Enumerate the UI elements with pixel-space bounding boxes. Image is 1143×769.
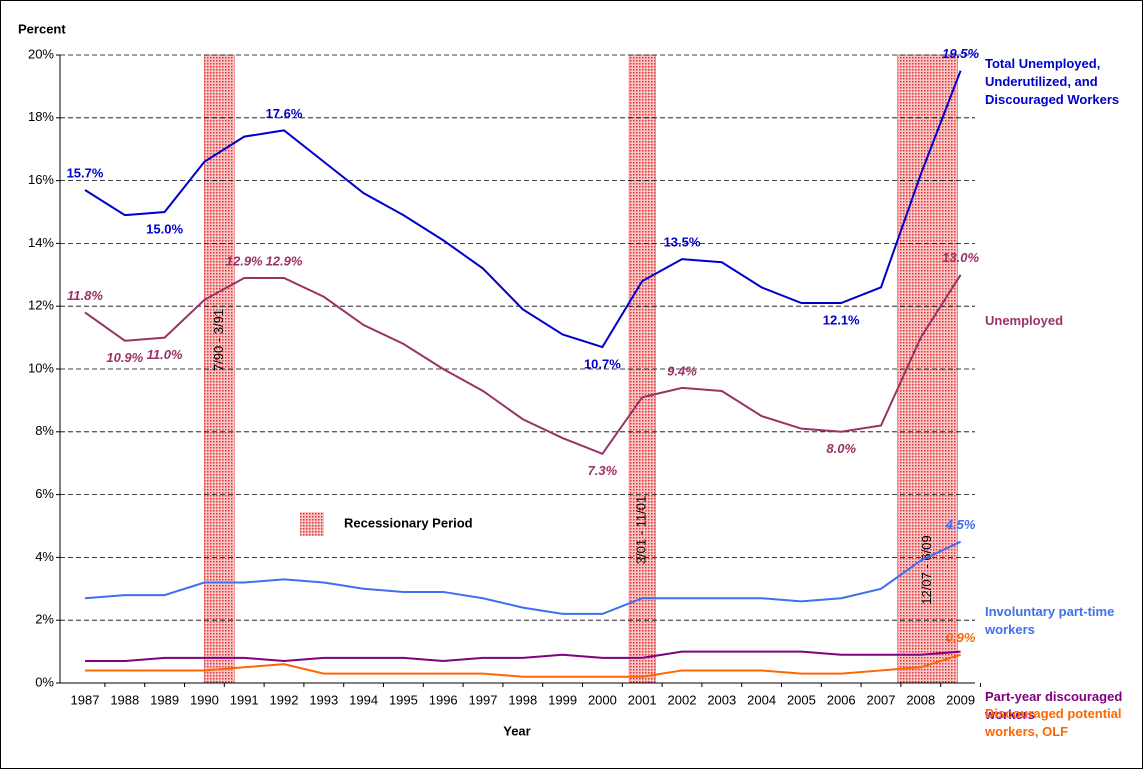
y-tick-label: 6% <box>35 486 54 501</box>
legend-swatch <box>300 512 324 536</box>
x-tick-label: 2005 <box>787 692 816 707</box>
x-tick-label: 2000 <box>588 692 617 707</box>
recession-label: 7/90 - 3/91 <box>211 309 226 371</box>
x-tick-label: 1987 <box>71 692 100 707</box>
series-name: Unemployed <box>985 313 1064 328</box>
recession-band <box>628 54 656 684</box>
data-label: 10.9% <box>106 350 143 365</box>
x-tick-label: 1995 <box>389 692 418 707</box>
series-line <box>84 540 962 615</box>
x-tick-label: 2001 <box>628 692 657 707</box>
series-name: Total Unemployed, Underutilized, and Dis… <box>985 56 1120 107</box>
data-label: 15.0% <box>146 221 183 236</box>
data-label: 11.0% <box>147 347 183 362</box>
series-line <box>85 653 961 678</box>
data-label: 12.9% <box>226 253 263 268</box>
x-tick-label: 2008 <box>906 692 935 707</box>
x-tick-label: 2007 <box>867 692 896 707</box>
x-tick-label: 2003 <box>707 692 736 707</box>
data-label: 9.4% <box>667 363 697 378</box>
data-label: 0.9% <box>946 630 976 645</box>
data-label: 19.5% <box>942 46 979 61</box>
y-tick-label: 8% <box>35 423 54 438</box>
data-label: 13.0% <box>942 250 979 265</box>
series-name: Part-year discouraged workers <box>985 689 1123 722</box>
x-tick-label: 1990 <box>190 692 219 707</box>
x-tick-label: 1994 <box>349 692 378 707</box>
recession-label: 12/07 - 6/09 <box>919 535 934 604</box>
x-tick-label: 1988 <box>110 692 139 707</box>
x-tick-label: 1998 <box>508 692 537 707</box>
series-line <box>84 274 962 455</box>
y-tick-label: 2% <box>35 612 54 627</box>
x-tick-label: 1989 <box>150 692 179 707</box>
x-tick-label: 2006 <box>827 692 856 707</box>
data-label: 15.7% <box>67 165 104 180</box>
y-tick-label: 0% <box>35 674 54 689</box>
data-label: 11.8% <box>67 288 103 303</box>
x-axis-title: Year <box>503 723 530 738</box>
recession-label: 3/01 - 11/01 <box>634 496 649 564</box>
data-label: 12.1% <box>823 312 860 327</box>
data-label: 7.3% <box>588 463 618 478</box>
x-tick-label: 2009 <box>946 692 975 707</box>
series-line <box>85 650 961 663</box>
data-label: 10.7% <box>584 356 621 371</box>
series-line <box>84 70 962 349</box>
x-tick-label: 2002 <box>668 692 697 707</box>
x-tick-label: 1993 <box>309 692 338 707</box>
y-tick-label: 20% <box>28 46 54 61</box>
x-tick-label: 1999 <box>548 692 577 707</box>
series-name: Involuntary part-time workers <box>985 604 1115 637</box>
x-tick-label: 1997 <box>469 692 498 707</box>
data-label: 13.5% <box>664 235 701 250</box>
y-tick-label: 18% <box>28 109 54 124</box>
x-tick-label: 2004 <box>747 692 776 707</box>
x-tick-label: 1992 <box>270 692 299 707</box>
legend-label: Recessionary Period <box>344 515 473 530</box>
y-tick-label: 14% <box>28 235 54 250</box>
data-label: 12.9% <box>266 253 303 268</box>
x-tick-label: 1991 <box>230 692 259 707</box>
x-tick-label: 1996 <box>429 692 458 707</box>
data-label: 17.6% <box>266 106 303 121</box>
y-tick-label: 16% <box>28 172 54 187</box>
y-tick-label: 4% <box>35 549 54 564</box>
y-axis-title: Percent <box>18 21 66 36</box>
data-label: 8.0% <box>826 441 856 456</box>
y-tick-label: 10% <box>28 360 54 375</box>
y-tick-label: 12% <box>28 298 54 313</box>
series-name: Discouraged potential workers, OLF <box>985 706 1122 739</box>
data-label: 4.5% <box>945 517 976 532</box>
